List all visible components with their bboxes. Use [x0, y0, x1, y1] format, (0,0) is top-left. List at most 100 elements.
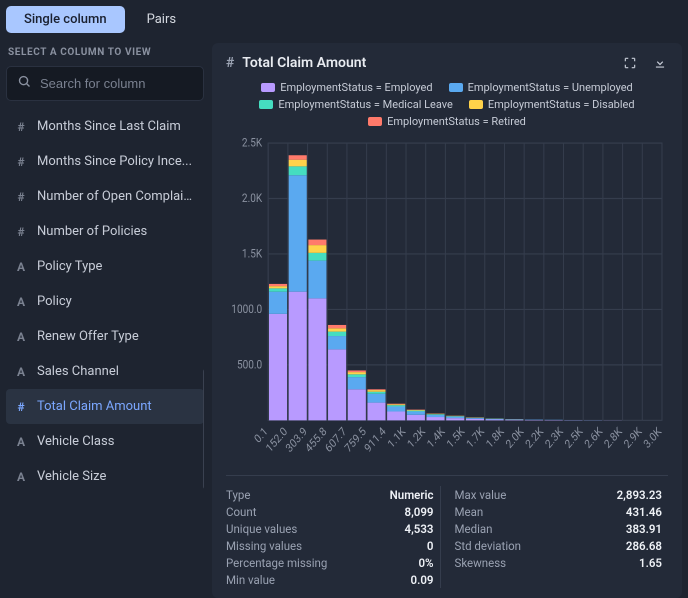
svg-text:2.0K: 2.0K: [242, 191, 262, 205]
stat-value: 2,893.23: [617, 488, 662, 502]
column-item[interactable]: A Vehicle Size: [6, 459, 204, 494]
column-item[interactable]: #Total Claim Amount: [6, 389, 204, 424]
legend-label: EmploymentStatus = Unemployed: [468, 81, 633, 94]
numeric-type-icon: #: [14, 120, 28, 134]
column-item[interactable]: AVehicle Class: [6, 424, 204, 459]
svg-text:152.0: 152.0: [264, 424, 290, 455]
svg-text:1000.0: 1000.0: [231, 302, 262, 316]
stat-value: 0: [427, 539, 434, 553]
svg-text:2.6K: 2.6K: [582, 424, 605, 451]
histogram-chart: 500.01000.01.5K2.0K2.5K0.1152.0303.9455.…: [226, 136, 668, 465]
detail-panel: # Total Claim Amount EmploymentStatus = …: [212, 43, 682, 598]
legend-item[interactable]: EmploymentStatus = Disabled: [469, 98, 635, 111]
stat-key: Max value: [455, 488, 507, 502]
svg-text:3.0K: 3.0K: [641, 424, 664, 451]
view-tabs: Single column Pairs: [6, 6, 682, 33]
stat-key: Type: [226, 488, 250, 502]
expand-icon[interactable]: [622, 55, 638, 71]
legend-item[interactable]: EmploymentStatus = Employed: [261, 81, 432, 94]
stat-value: 383.91: [626, 522, 662, 536]
stat-key: Count: [226, 505, 257, 519]
svg-text:1.5K: 1.5K: [242, 247, 262, 261]
column-item[interactable]: # Number of Policies: [6, 214, 204, 249]
legend-swatch: [368, 117, 382, 126]
stat-row: Unique values 4,533: [226, 520, 440, 537]
stat-key: Unique values: [226, 522, 297, 536]
stat-value: 8,099: [405, 505, 434, 519]
column-label: Number of Open Complaint...: [37, 189, 196, 204]
numeric-type-icon: #: [14, 400, 28, 414]
hash-icon: #: [226, 55, 234, 71]
stat-value: 286.68: [626, 539, 662, 553]
column-item[interactable]: ARenew Offer Type: [6, 319, 204, 354]
text-type-icon: A: [14, 365, 28, 379]
svg-text:2.0K: 2.0K: [503, 424, 526, 451]
stat-row: Median 383.91: [455, 520, 669, 537]
column-label: Vehicle Size: [37, 469, 106, 484]
stat-key: Percentage missing: [226, 556, 327, 570]
svg-text:455.8: 455.8: [303, 424, 329, 455]
scrollbar-thumb[interactable]: [203, 369, 204, 489]
column-item[interactable]: A Sales Channel: [6, 354, 204, 389]
stat-value: 431.46: [626, 505, 662, 519]
column-item[interactable]: # Number of Open Complaint...: [6, 179, 204, 214]
svg-text:1.1K: 1.1K: [385, 424, 408, 451]
numeric-type-icon: #: [14, 190, 28, 204]
numeric-type-icon: #: [14, 155, 28, 169]
sidebar-title: SELECT A COLUMN TO VIEW: [8, 47, 204, 58]
chart-legend: EmploymentStatus = Employed EmploymentSta…: [226, 81, 668, 128]
column-label: Renew Offer Type: [37, 329, 139, 344]
stat-key: Median: [455, 522, 493, 536]
stat-key: Skewness: [455, 556, 507, 570]
column-label: Number of Policies: [37, 224, 147, 239]
stat-row: Percentage missing0%: [226, 554, 440, 571]
svg-text:1.5K: 1.5K: [444, 424, 467, 451]
stat-key: Std deviation: [455, 539, 522, 553]
tab-pairs[interactable]: Pairs: [129, 6, 194, 33]
column-label: Policy: [37, 294, 72, 309]
search-input[interactable]: [40, 76, 216, 91]
legend-swatch: [259, 100, 273, 109]
svg-text:1.8K: 1.8K: [484, 424, 507, 451]
panel-title: Total Claim Amount: [242, 55, 614, 71]
column-label: Sales Channel: [37, 364, 119, 379]
text-type-icon: A: [14, 260, 28, 274]
stat-row: Type Numeric: [226, 486, 440, 503]
legend-item[interactable]: EmploymentStatus = Medical Leave: [259, 98, 452, 111]
tab-single-column[interactable]: Single column: [6, 6, 125, 33]
svg-text:1.7K: 1.7K: [464, 424, 487, 451]
text-type-icon: A: [14, 470, 28, 484]
search-box[interactable]: [6, 66, 204, 101]
stats-table: TypeNumericCount8,099Unique values4,533M…: [226, 475, 668, 588]
stat-key: Min value: [226, 573, 275, 587]
svg-text:2.5K: 2.5K: [562, 424, 585, 451]
svg-text:759.5: 759.5: [342, 424, 368, 455]
text-type-icon: A: [14, 295, 28, 309]
legend-label: EmploymentStatus = Disabled: [488, 98, 635, 111]
stat-row: Std deviation 286.68: [455, 537, 669, 554]
legend-item[interactable]: EmploymentStatus = Retired: [368, 115, 526, 128]
column-label: Months Since Last Claim: [37, 119, 181, 134]
stat-key: Mean: [455, 505, 484, 519]
column-item[interactable]: APolicy Type: [6, 249, 204, 284]
svg-text:303.9: 303.9: [283, 424, 309, 455]
svg-text:2.5K: 2.5K: [242, 136, 262, 150]
stat-value: Numeric: [390, 488, 434, 502]
numeric-type-icon: #: [14, 225, 28, 239]
svg-text:2.8K: 2.8K: [602, 424, 625, 451]
legend-label: EmploymentStatus = Medical Leave: [278, 98, 452, 111]
svg-text:2.2K: 2.2K: [523, 424, 546, 451]
search-icon: [17, 74, 32, 93]
column-item[interactable]: # Months Since Last Claim: [6, 109, 204, 144]
download-icon[interactable]: [652, 55, 668, 71]
stat-row: Missing values0: [226, 537, 440, 554]
stat-row: Min value0.09: [226, 571, 440, 588]
svg-text:1.2K: 1.2K: [405, 424, 428, 451]
column-item[interactable]: A Policy: [6, 284, 204, 319]
stat-value: 4,533: [405, 522, 434, 536]
column-item[interactable]: #Months Since Policy Ince...: [6, 144, 204, 179]
legend-item[interactable]: EmploymentStatus = Unemployed: [449, 81, 633, 94]
legend-swatch: [261, 83, 275, 92]
legend-swatch: [449, 83, 463, 92]
svg-text:911.4: 911.4: [362, 424, 388, 455]
